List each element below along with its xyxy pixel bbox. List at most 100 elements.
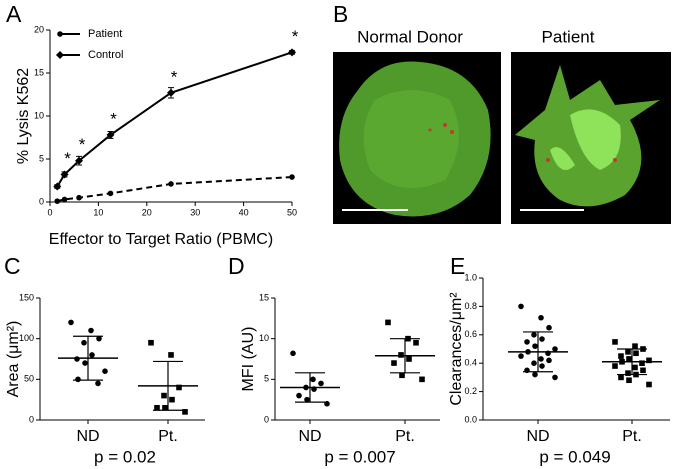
- point: [81, 339, 87, 346]
- y-tick-label: 0.4: [464, 358, 477, 368]
- point: [95, 380, 101, 387]
- p-value: p = 0.02: [94, 447, 156, 466]
- legend-label: Patient: [88, 28, 122, 40]
- point: [106, 130, 115, 139]
- point: [632, 364, 638, 371]
- y-tick-label: 20: [34, 24, 44, 34]
- x-tick-label: 30: [190, 207, 200, 217]
- point: [646, 381, 652, 388]
- legend-label: Control: [88, 49, 123, 61]
- point: [618, 353, 624, 359]
- point: [639, 360, 645, 366]
- point: [296, 392, 302, 399]
- point: [618, 374, 624, 381]
- sd-bar: [153, 360, 183, 411]
- point: [290, 350, 296, 357]
- point: [318, 380, 324, 387]
- y-tick-label: 0.6: [464, 329, 477, 339]
- panel-letter: B: [333, 1, 348, 27]
- y-tick-label: 150: [19, 292, 34, 302]
- point: [385, 319, 391, 326]
- point: [625, 349, 631, 355]
- panel-letter: D: [228, 253, 245, 279]
- point: [82, 360, 88, 366]
- x-axis-label: Effector to Target Ratio (PBMC): [49, 231, 273, 248]
- point: [148, 339, 154, 346]
- point: [75, 376, 81, 383]
- y-tick-label: 0.8: [464, 301, 477, 311]
- y-axis-label: Clearances/μm²: [448, 292, 465, 406]
- point: [413, 339, 419, 346]
- point: [162, 405, 168, 411]
- y-tick-label: 50: [24, 374, 34, 384]
- series-line: [57, 176, 293, 203]
- x-tick-label: 50: [287, 207, 297, 217]
- sd-bar: [617, 348, 647, 376]
- point: [539, 336, 545, 342]
- panel-letter: E: [450, 253, 465, 279]
- point: [107, 190, 114, 197]
- image-title: Patient: [542, 27, 595, 46]
- point: [57, 31, 63, 37]
- x-tick-label: Pt.: [395, 428, 415, 445]
- significance: *: [79, 135, 86, 154]
- point: [632, 343, 638, 349]
- point: [289, 174, 295, 180]
- point: [546, 324, 552, 331]
- point: [538, 314, 544, 321]
- x-tick-label: ND: [76, 428, 99, 445]
- point: [154, 405, 160, 411]
- point: [76, 194, 82, 201]
- point: [391, 360, 397, 366]
- point: [646, 357, 652, 364]
- point: [102, 368, 108, 375]
- y-tick-label: 100: [19, 333, 34, 343]
- y-tick-label: 0: [39, 196, 44, 206]
- y-axis-label: % Lysis K562: [15, 68, 32, 164]
- point: [89, 352, 95, 358]
- y-tick-label: 0: [264, 414, 269, 424]
- point: [176, 384, 182, 391]
- point: [54, 198, 61, 204]
- point: [633, 350, 639, 357]
- point: [56, 51, 64, 59]
- panel-letter: C: [4, 253, 21, 279]
- point: [74, 356, 80, 362]
- y-tick-label: 15: [259, 292, 269, 302]
- image-title: Normal Donor: [357, 27, 463, 46]
- y-tick-label: 15: [34, 67, 44, 77]
- point: [96, 335, 102, 342]
- x-tick-label: 10: [93, 207, 103, 217]
- panel-letter: A: [6, 1, 22, 27]
- point: [324, 400, 330, 407]
- x-tick-label: ND: [526, 428, 549, 445]
- point: [61, 196, 68, 203]
- point: [167, 88, 175, 97]
- x-tick-label: ND: [298, 428, 321, 445]
- micrograph: [511, 52, 671, 224]
- x-tick-label: Pt.: [622, 428, 642, 445]
- point: [518, 303, 524, 310]
- point: [518, 353, 524, 359]
- point: [75, 156, 84, 165]
- sd-bar: [73, 335, 103, 381]
- point: [68, 319, 74, 326]
- point: [626, 377, 632, 384]
- point: [304, 396, 310, 403]
- point: [532, 343, 538, 349]
- x-tick-label: 0: [47, 207, 52, 217]
- point: [626, 356, 632, 362]
- point: [531, 332, 537, 338]
- point: [182, 409, 188, 415]
- point: [531, 360, 537, 367]
- y-tick-label: 10: [259, 333, 269, 343]
- x-tick-label: 40: [239, 207, 249, 217]
- point: [398, 352, 404, 358]
- point: [552, 346, 558, 352]
- point: [640, 367, 646, 374]
- y-axis-label: MFI (AU): [240, 327, 257, 392]
- y-tick-label: 0: [29, 414, 34, 424]
- point: [612, 363, 618, 369]
- point: [546, 357, 552, 364]
- significance: *: [110, 109, 117, 128]
